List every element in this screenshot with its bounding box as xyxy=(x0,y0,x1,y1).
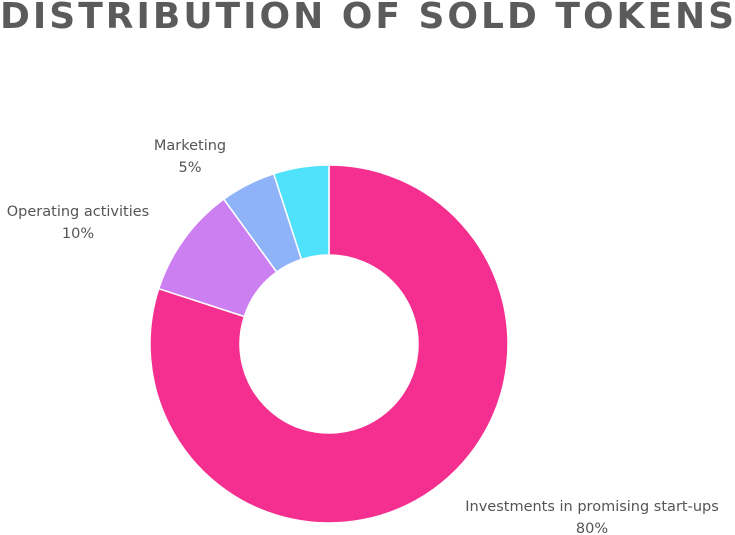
slice-1 xyxy=(149,164,509,524)
slice-labels: Investments in promising start-ups 80% Ope… xyxy=(7,138,719,535)
slice-4 xyxy=(272,164,330,261)
donut-slices xyxy=(149,164,509,524)
chart-title: DISTRIBUTION OF SOLD TOKENS xyxy=(0,0,735,37)
slice-label-name: Investments in promising start-ups xyxy=(465,499,719,515)
slice-label-name: Marketing xyxy=(154,138,226,154)
slice-label-name: Operating activities xyxy=(7,204,149,220)
slice-label-value: 80% xyxy=(576,521,608,535)
slice-label-value: 10% xyxy=(62,226,94,242)
slice-label-value: 5% xyxy=(178,160,201,176)
